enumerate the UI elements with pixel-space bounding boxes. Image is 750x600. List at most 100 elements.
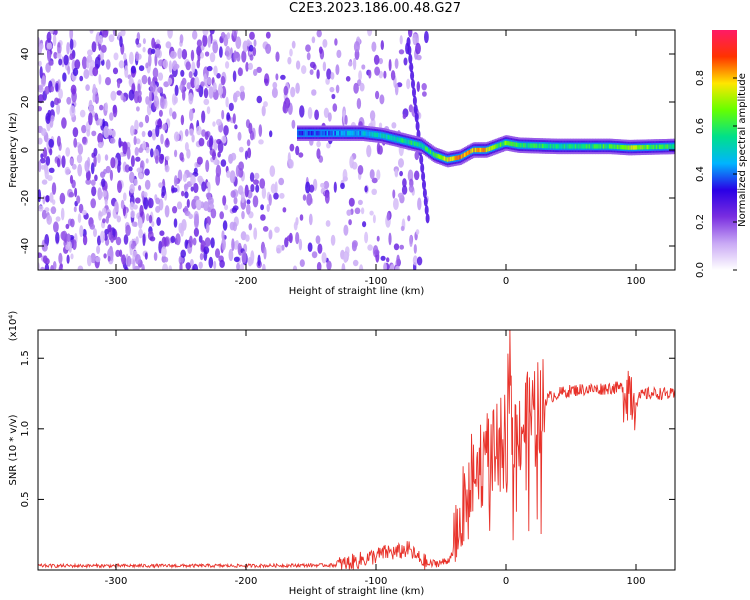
noise-blob [50,206,57,215]
noise-blob [351,161,358,170]
noise-blob [51,182,57,195]
signal-core [426,147,430,152]
noise-blob [415,229,420,235]
signal-core [502,141,506,146]
noise-blob [71,163,77,170]
signal-core [320,131,323,136]
noise-blob [64,166,71,176]
noise-blob [56,103,61,115]
noise-blob [144,179,151,190]
noise-blob [171,187,178,193]
noise-blob [203,87,209,99]
signal-core [378,133,381,138]
noise-blob [180,114,185,126]
noise-blob [407,215,411,222]
noise-blob [134,51,140,62]
signal-core [559,144,562,149]
signal-core [392,136,395,141]
signal-core [443,156,447,161]
noise-blob [128,166,133,172]
noise-blob [399,35,403,45]
noise-blob [358,70,362,81]
noise-blob [367,244,373,251]
noise-blob [173,63,180,70]
plot-frame [37,329,676,571]
noise-blob [180,249,186,258]
noise-blob [192,30,198,40]
noise-blob [409,235,413,248]
noise-blob [44,263,50,270]
signal-core [669,144,673,149]
noise-blob [246,139,251,147]
noise-blob [101,178,106,188]
noise-blob [155,47,161,58]
noise-blob [221,135,227,144]
noise-blob [82,234,88,246]
signal-core [662,144,665,149]
noise-blob [407,169,414,182]
signal-core [512,141,515,147]
signal-core [651,144,654,150]
noise-blob [205,159,210,173]
noise-blob [220,159,227,167]
noise-blob [138,228,144,239]
noise-blob [191,61,196,74]
noise-blob [202,30,209,36]
noise-blob [274,226,280,233]
signal-core [404,139,408,144]
noise-blob [179,262,183,270]
noise-blob [216,73,221,79]
noise-blob [151,48,156,54]
noise-blob [261,105,266,117]
noise-blob [93,154,97,167]
noise-blob [96,245,101,255]
signal-core [565,144,568,149]
signal-core [630,145,634,150]
noise-blob [172,111,177,120]
signal-core [554,144,557,149]
noise-blob [283,85,289,96]
streak-blob [422,188,427,199]
noise-blob [194,76,200,90]
noise-blob [269,130,273,138]
noise-blob [69,105,76,118]
noise-blob [266,204,270,212]
noise-blob [124,65,129,78]
noise-blob [184,191,189,199]
noise-blob [48,60,54,66]
noise-blob [248,259,254,265]
noise-blob [114,201,119,213]
noise-blob [311,36,316,44]
colorbar-tick-label: 0.4 [695,166,706,182]
noise-blob [191,198,198,210]
noise-blob [88,99,93,111]
noise-blob [215,164,222,178]
noise-blob [196,59,201,69]
noise-blob [43,147,47,160]
signal-core [623,145,626,150]
noise-blob [234,124,238,130]
signal-core [301,131,305,136]
noise-blob [58,265,63,270]
signal-core [314,131,317,136]
noise-blob [68,241,73,253]
noise-blob [222,195,227,206]
noise-blob [383,70,387,79]
noise-blob [279,192,285,199]
signal-core [654,144,657,150]
noise-blob [403,57,408,66]
noise-blob [72,67,79,77]
y-axis-label: SNR (10 * v/v) [8,414,19,485]
noise-blob [212,82,217,93]
signal-core [570,144,573,149]
signal-core [498,143,501,148]
noise-blob [117,163,121,173]
noise-blob [245,234,250,242]
signal-core [584,144,587,149]
noise-blob [194,213,199,227]
signal-core [635,145,639,150]
noise-blob [359,82,365,92]
signal-core [474,147,478,153]
noise-blob [53,51,58,59]
noise-blob [179,152,184,161]
